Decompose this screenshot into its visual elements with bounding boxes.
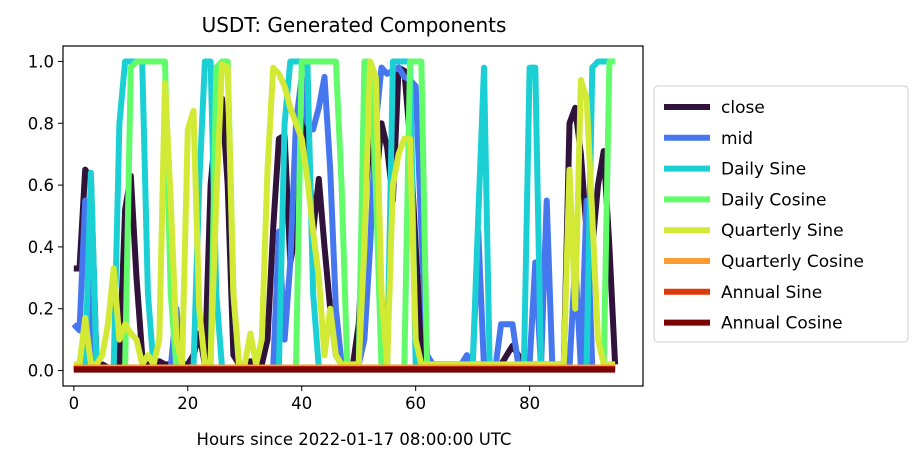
legend-label: Annual Cosine bbox=[721, 314, 843, 334]
legend-label: Quarterly Cosine bbox=[721, 252, 864, 272]
chart-title: USDT: Generated Components bbox=[202, 13, 507, 37]
series-layer bbox=[71, 58, 619, 373]
y-tick-label: 0.0 bbox=[28, 362, 54, 381]
y-axis-ticks: 0.0 0.2 0.4 0.6 0.8 1.0 bbox=[28, 52, 63, 381]
y-tick-label: 0.6 bbox=[28, 176, 54, 195]
plot-frame bbox=[62, 45, 644, 387]
legend-label: Daily Cosine bbox=[721, 190, 827, 210]
x-tick-label: 40 bbox=[291, 394, 312, 413]
series-line-quarterly-sine bbox=[73, 58, 616, 368]
x-tick-label: 0 bbox=[69, 394, 80, 413]
legend-label: Annual Sine bbox=[721, 283, 822, 303]
legend-box bbox=[653, 85, 909, 343]
y-tick-label: 0.8 bbox=[28, 114, 54, 133]
legend-label: mid bbox=[721, 129, 753, 149]
plot-area bbox=[62, 45, 644, 387]
legend: close mid Daily Sine Daily Cosine Quarterly … bbox=[653, 85, 909, 343]
legend-label: Quarterly Sine bbox=[721, 221, 844, 241]
y-tick-label: 1.0 bbox=[28, 52, 54, 71]
x-tick-label: 60 bbox=[405, 394, 426, 413]
x-tick-label: 80 bbox=[519, 394, 540, 413]
x-axis-ticks: 0 20 40 60 80 bbox=[69, 386, 540, 413]
y-tick-label: 0.2 bbox=[28, 300, 54, 319]
x-axis-label: Hours since 2022-01-17 08:00:00 UTC bbox=[197, 430, 512, 449]
legend-label: close bbox=[721, 98, 765, 118]
y-tick-label: 0.4 bbox=[28, 238, 54, 257]
legend-label: Daily Sine bbox=[721, 160, 806, 180]
x-tick-label: 20 bbox=[177, 394, 198, 413]
